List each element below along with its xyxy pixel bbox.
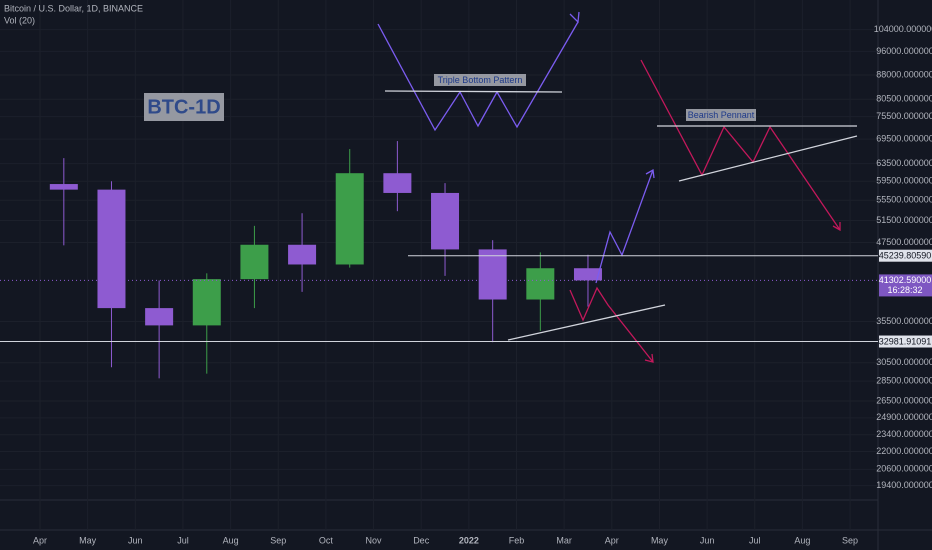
x-tick-label: Sep [270, 535, 286, 545]
x-tick-label: May [79, 535, 97, 545]
drawings [377, 11, 858, 363]
candle-body [192, 279, 221, 326]
levels: 45239.80590 32981.91091 41302.5900016:28:3… [0, 249, 932, 348]
candle-body [431, 192, 460, 250]
badge [144, 93, 224, 121]
y-tick-label: 19400.000000 [876, 480, 932, 490]
y-tick-label: 47500.000000 [876, 237, 932, 247]
y-tick-label: 88000.000000 [876, 69, 932, 79]
price-line-box [879, 249, 932, 262]
y-tick-label: 28500.000000 [876, 376, 932, 386]
x-tick-label: 2022 [459, 535, 479, 545]
y-tick-label: 20600.000000 [876, 464, 932, 474]
x-tick-label: Jul [177, 535, 189, 545]
y-tick-label: 55500.000000 [876, 195, 932, 205]
candle-body [49, 184, 78, 190]
x-tick-label: Apr [605, 535, 619, 545]
trendline [507, 304, 666, 341]
last-price-box [879, 274, 932, 297]
candle-body [573, 268, 602, 281]
chart-title: Bitcoin / U.S. Dollar, 1D, BINANCE [4, 3, 143, 13]
neckline [384, 90, 563, 93]
x-tick-label: Feb [509, 535, 525, 545]
x-tick-label: Jun [700, 535, 715, 545]
y-tick-label: 22000.000000 [876, 446, 932, 456]
pennant-bottom [678, 135, 858, 182]
bull-projection [595, 169, 654, 284]
last-price-label: 41302.59000 [879, 275, 932, 285]
candles [49, 141, 602, 379]
candle-body [145, 308, 174, 326]
y-tick-label: 104000.000000 [874, 24, 932, 34]
x-tick-label: Apr [33, 535, 47, 545]
indicator-label: Vol (20) [4, 15, 35, 25]
y-tick-label: 75500.000000 [876, 111, 932, 121]
y-tick-label: 35500.000000 [876, 316, 932, 326]
y-tick-label: 63500.000000 [876, 158, 932, 168]
arrow-head [644, 353, 654, 363]
candle-body [335, 173, 364, 265]
x-tick-label: Sep [842, 535, 858, 545]
price-line-label: 45239.80590 [879, 251, 932, 261]
x-tick-label: Dec [413, 535, 430, 545]
y-tick-label: 26500.000000 [876, 395, 932, 405]
label-box [434, 74, 526, 86]
y-tick-label: 23400.000000 [876, 429, 932, 439]
candle-body [383, 173, 412, 193]
y-tick-label: 80500.000000 [876, 94, 932, 104]
arrow-head [569, 11, 580, 24]
bearish-pennant-path [640, 59, 841, 231]
countdown: 16:28:32 [887, 285, 922, 295]
x-tick-label: Jun [128, 535, 143, 545]
x-tick-label: Oct [319, 535, 334, 545]
x-tick-label: Aug [794, 535, 810, 545]
x-tick-label: Nov [366, 535, 383, 545]
badge-text: BTC-1D [147, 96, 220, 118]
candle-body [478, 249, 507, 300]
y-tick-label: 59500.000000 [876, 176, 932, 186]
candle-body [240, 244, 269, 280]
y-tick-label: 30500.000000 [876, 357, 932, 367]
candle-body [526, 268, 555, 300]
y-tick-label: 96000.000000 [876, 46, 932, 56]
label-box [686, 109, 756, 121]
y-tick-label: 69500.000000 [876, 133, 932, 143]
x-tick-label: Aug [223, 535, 239, 545]
y-tick-label: 24900.000000 [876, 412, 932, 422]
x-tick-label: May [651, 535, 669, 545]
triple-bottom-path [377, 21, 579, 132]
price-line-box [879, 335, 932, 348]
x-tick-label: Mar [556, 535, 572, 545]
x-tick-label: Jul [749, 535, 761, 545]
pattern-label: Triple Bottom Pattern [438, 75, 523, 85]
candle-body [97, 189, 126, 309]
price-line-label: 32981.91091 [879, 336, 932, 346]
y-tick-label: 51500.000000 [876, 215, 932, 225]
candle-body [288, 244, 317, 265]
arrow-head [832, 222, 841, 232]
arrow-head [645, 168, 655, 179]
pattern-label: Bearish Pennant [688, 110, 755, 120]
grid [0, 0, 878, 530]
bear-projection [569, 286, 654, 363]
